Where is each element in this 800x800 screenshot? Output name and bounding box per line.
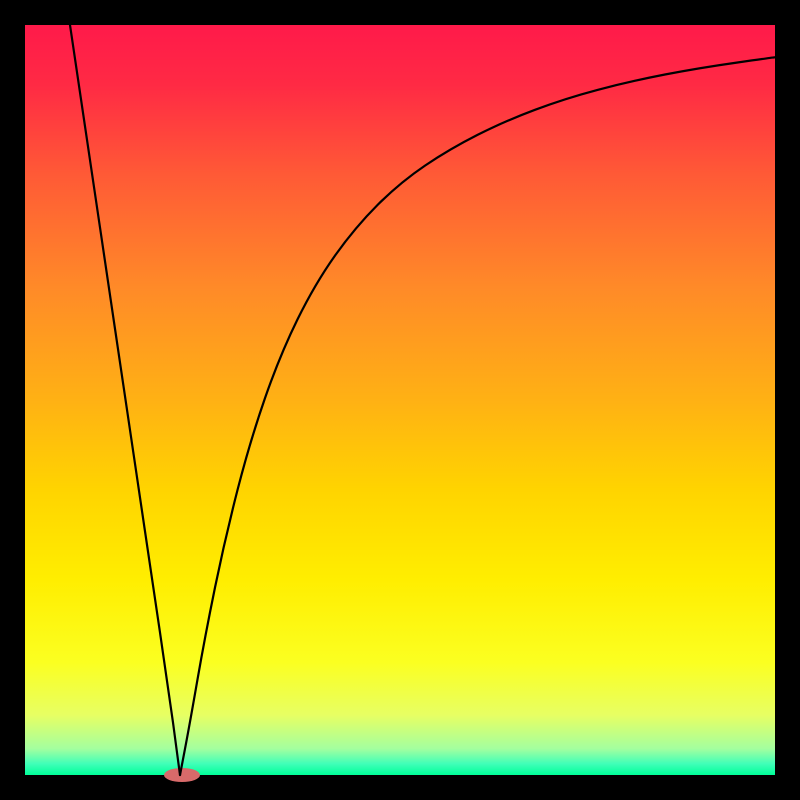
plot-area bbox=[25, 25, 775, 775]
chart-container: TheBottleneck.com bbox=[0, 0, 800, 800]
bottleneck-chart bbox=[0, 0, 800, 800]
